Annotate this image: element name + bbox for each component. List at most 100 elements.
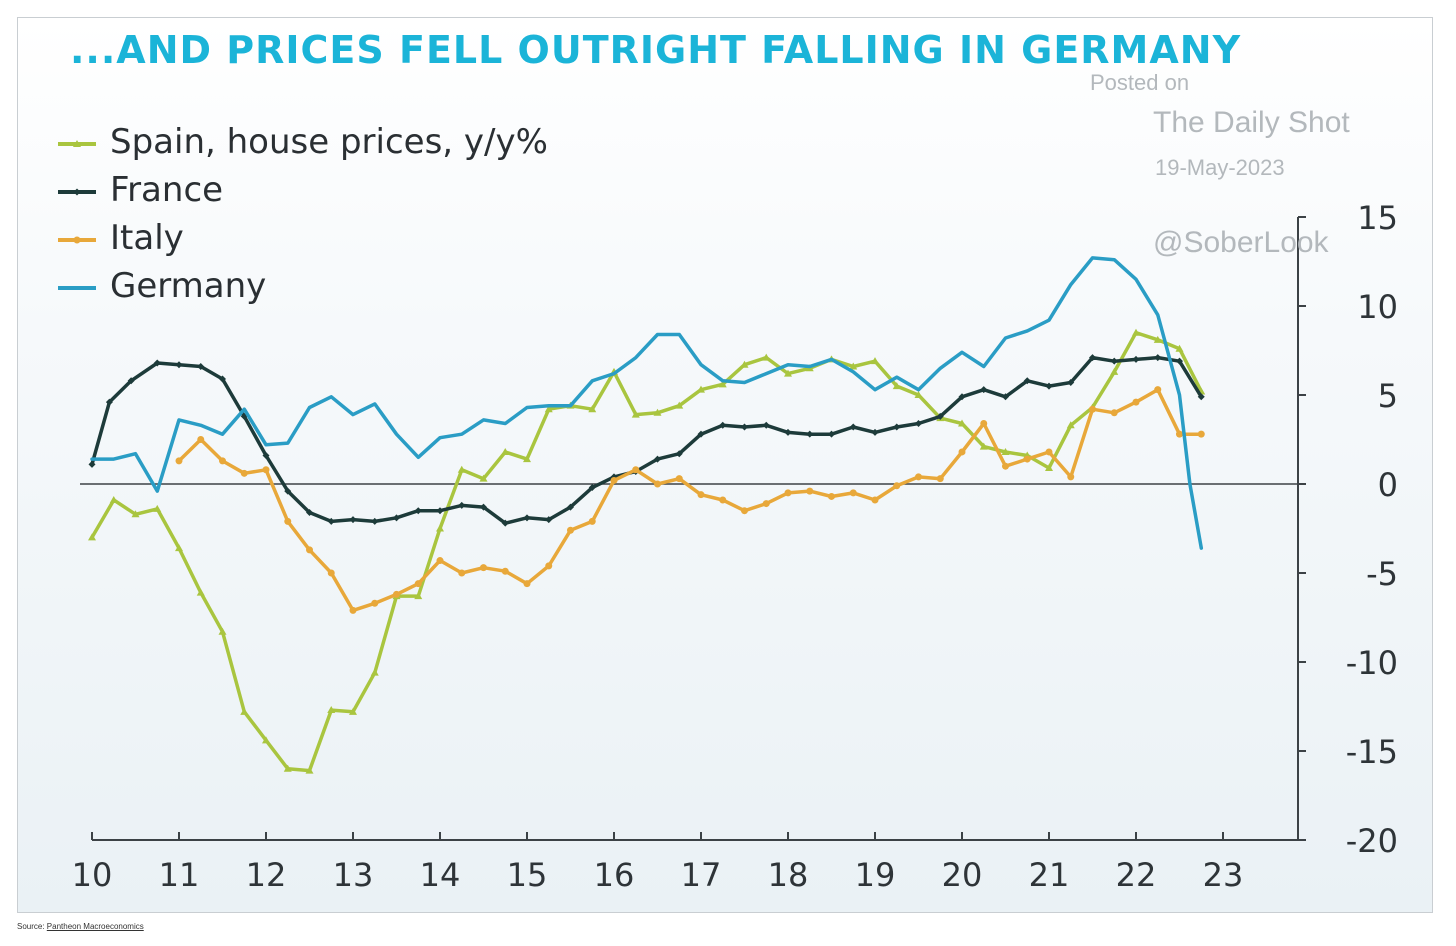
data-point (196, 588, 205, 596)
data-point (414, 507, 422, 515)
data-point (523, 455, 531, 463)
data-point (849, 362, 858, 370)
y-tick-label: 10 (1357, 288, 1398, 326)
data-point (480, 503, 487, 511)
data-point (544, 405, 553, 413)
watermark-posted: Posted on (1090, 70, 1190, 95)
data-point (762, 353, 771, 361)
data-point (393, 514, 400, 522)
data-point (719, 496, 727, 504)
data-point (1110, 409, 1118, 417)
data-point (697, 430, 705, 438)
data-point (414, 592, 423, 600)
legend-swatch (58, 188, 96, 196)
data-point (501, 567, 509, 575)
data-point (762, 500, 770, 508)
data-point (284, 517, 292, 525)
data-point (175, 544, 183, 552)
x-tick-label: 23 (1203, 856, 1244, 894)
data-point (73, 140, 81, 147)
data-point (240, 469, 248, 477)
data-point (175, 361, 183, 369)
watermark-handle: @SoberLook (1153, 226, 1329, 259)
source-note: Source: Pantheon Macroeconomics (17, 922, 144, 931)
data-point (197, 436, 205, 443)
watermark-date: 19-May-2023 (1155, 155, 1285, 180)
data-point (740, 360, 749, 368)
data-point (131, 510, 140, 518)
legend-label: Germany (110, 266, 267, 306)
data-point (871, 357, 879, 365)
data-point (1154, 354, 1162, 362)
data-point (567, 503, 574, 511)
data-point (1132, 355, 1140, 363)
data-point (588, 517, 596, 525)
data-point (958, 393, 966, 401)
data-point (915, 419, 922, 427)
legend-label: Italy (110, 218, 184, 258)
data-point (654, 480, 661, 488)
y-tick-label: -15 (1346, 733, 1398, 771)
data-point (436, 507, 444, 515)
data-point (219, 457, 226, 465)
y-tick-label: -20 (1346, 822, 1398, 860)
data-point (1197, 393, 1205, 401)
data-point (1067, 379, 1075, 387)
data-point (1154, 386, 1162, 394)
data-point (1176, 430, 1183, 438)
data-point (1045, 382, 1053, 390)
data-point (457, 465, 466, 473)
data-point (305, 766, 314, 774)
data-point (153, 359, 161, 367)
data-point (828, 430, 835, 438)
data-point (588, 405, 597, 413)
data-point (458, 569, 466, 577)
data-point (1110, 357, 1118, 365)
x-tick-label: 21 (1029, 856, 1070, 894)
data-point (784, 369, 792, 377)
data-point (436, 557, 444, 565)
data-point (1110, 367, 1119, 375)
data-point (105, 398, 113, 406)
y-tick-label: -10 (1346, 644, 1398, 682)
data-point (567, 526, 574, 534)
data-point (979, 442, 988, 450)
x-tick-label: 18 (768, 856, 809, 894)
data-point (109, 496, 118, 504)
data-point (1045, 448, 1053, 456)
source-link[interactable]: Pantheon Macroeconomics (46, 922, 144, 931)
data-point (197, 363, 205, 371)
data-point (458, 501, 466, 509)
data-point (915, 473, 922, 481)
data-point (306, 546, 313, 554)
data-point (893, 423, 901, 431)
data-point (936, 475, 944, 483)
legend-item: France (56, 166, 548, 214)
chart-legend: Spain, house prices, y/y% France Italy Germ… (56, 118, 548, 310)
data-point (1089, 354, 1096, 362)
data-point (871, 428, 879, 436)
series-france (88, 354, 1205, 527)
data-point (480, 564, 487, 572)
data-point (88, 533, 96, 541)
data-point (610, 476, 618, 484)
data-point (893, 482, 901, 490)
data-point (892, 382, 901, 390)
data-point (1153, 335, 1162, 343)
data-point (675, 450, 683, 458)
data-point (697, 491, 705, 499)
data-point (262, 736, 270, 744)
data-point (349, 707, 357, 715)
data-point (327, 706, 336, 714)
data-point (1001, 447, 1010, 455)
data-point (741, 423, 748, 431)
data-point (262, 452, 270, 460)
legend-swatch (58, 286, 96, 290)
tick-labels-layer: -20 -15 -10 -5 0 5 10 15 10 11 12 13 14 15 16 17 18 19 20 2… (72, 199, 1398, 894)
data-point (1002, 462, 1009, 470)
data-point (588, 484, 596, 492)
x-tick-label: 14 (420, 856, 461, 894)
source-prefix: Source: (17, 922, 47, 931)
series-line (90, 355, 1204, 525)
